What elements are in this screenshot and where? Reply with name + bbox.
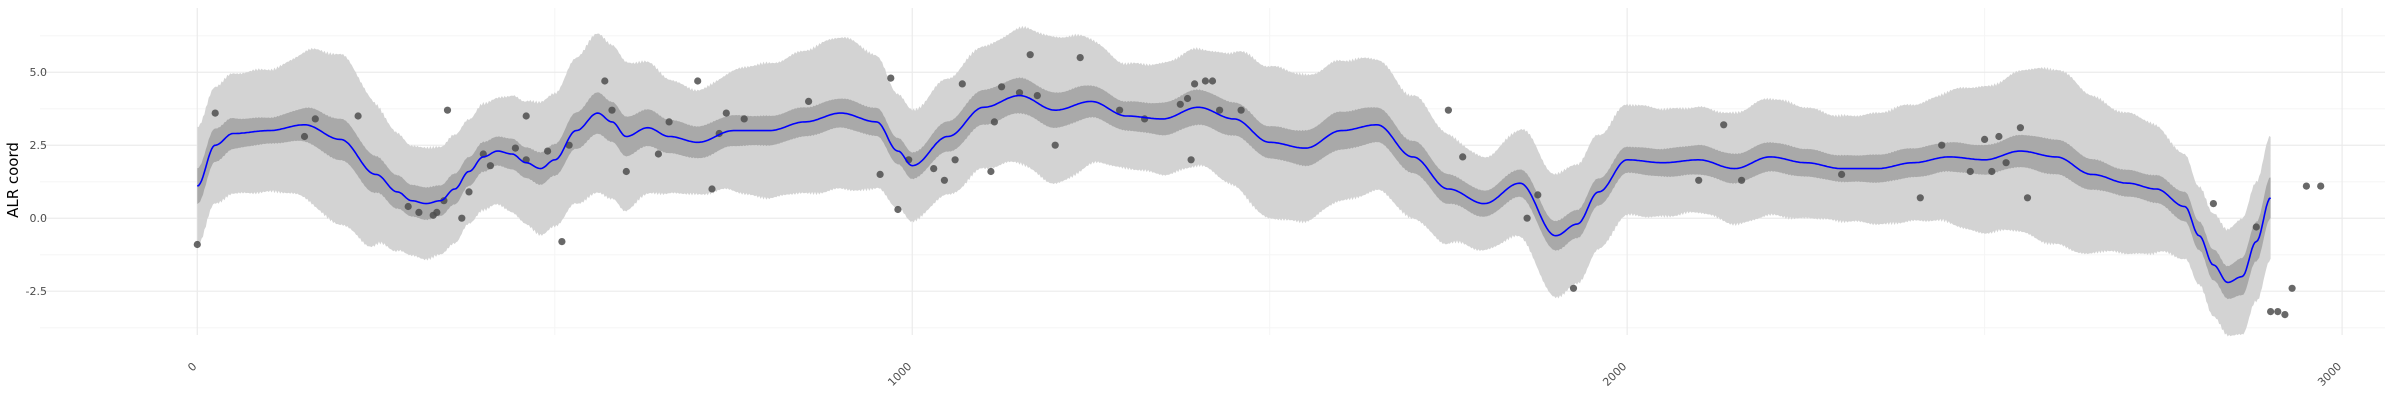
observation-point (1076, 54, 1084, 62)
observation-point (354, 112, 362, 120)
observation-point (479, 150, 487, 158)
observation-point (2281, 311, 2289, 319)
y-tick-label: 5.0 (30, 66, 48, 79)
observation-point (1720, 121, 1728, 129)
observation-point (2317, 182, 2325, 190)
observation-point (1938, 141, 1946, 149)
observation-point (2267, 308, 2275, 316)
observation-point (1033, 92, 1041, 100)
observation-point (987, 167, 995, 176)
observation-point (1695, 176, 1703, 184)
observation-point (1183, 94, 1192, 103)
x-tick-label: 1000 (885, 360, 914, 389)
observation-point (2288, 284, 2296, 292)
observation-point (654, 150, 663, 158)
observation-point (1237, 106, 1245, 114)
observation-point (1738, 176, 1746, 184)
smoothed-mean-line (196, 94, 2272, 284)
observation-point (1176, 100, 1184, 108)
y-tick-label: 2.5 (30, 139, 48, 152)
observation-point (565, 141, 573, 149)
observation-point (708, 185, 716, 193)
outer-confidence-band (197, 25, 2271, 337)
observation-point (193, 240, 201, 249)
observation-point (2209, 200, 2217, 208)
observation-point (1523, 214, 1531, 222)
x-tick-label: 3000 (2315, 360, 2344, 389)
observation-point (1534, 191, 1542, 199)
observation-point (1838, 170, 1846, 178)
observation-point (740, 115, 748, 123)
observation-point (1201, 77, 1209, 85)
observation-point (433, 208, 441, 216)
observation-point (2023, 194, 2032, 202)
observation-point (694, 77, 702, 85)
observation-point (1995, 132, 2003, 141)
observation-point (998, 83, 1006, 91)
observation-point (1216, 106, 1224, 114)
observation-point (1015, 89, 1024, 97)
observation-point (1187, 156, 1195, 164)
observation-point (940, 176, 949, 184)
observation-point (665, 118, 673, 126)
observation-point (415, 208, 423, 216)
observation-point (951, 156, 959, 164)
observation-point (2302, 182, 2310, 190)
observation-point (887, 74, 895, 82)
observation-point (2016, 124, 2024, 132)
observation-point (511, 144, 519, 152)
x-axis-tick-labels: 0 1000 2000 3000 (185, 360, 2344, 389)
observation-point (440, 197, 448, 205)
observation-point (622, 167, 630, 176)
observation-point (404, 202, 412, 211)
observation-point (1459, 153, 1467, 161)
y-axis-tick-labels: -2.5 0.0 2.5 5.0 (26, 66, 47, 298)
observation-point (1051, 141, 1059, 149)
observation-point (722, 109, 730, 117)
observation-point (930, 165, 938, 173)
observation-point (1444, 106, 1452, 114)
observation-point (608, 106, 616, 114)
observation-point (1191, 80, 1199, 88)
observation-point (2252, 223, 2260, 231)
observation-point (443, 106, 452, 114)
observation-point (2274, 308, 2282, 316)
observation-point (1966, 167, 1974, 176)
observation-point (544, 147, 552, 155)
observation-point (894, 205, 902, 214)
observation-point (311, 115, 319, 123)
observation-point (1916, 194, 1924, 202)
observation-point (465, 188, 473, 196)
observation-point (486, 162, 494, 170)
observation-point (300, 132, 309, 141)
observation-point (1981, 135, 1989, 143)
observation-point (1988, 167, 1996, 176)
y-tick-label: 0.0 (30, 212, 48, 225)
observation-point (601, 77, 609, 85)
observation-point (522, 112, 530, 120)
observation-point (1026, 51, 1034, 59)
observation-point (558, 238, 566, 246)
observation-points (193, 51, 2325, 319)
observation-point (2002, 159, 2010, 167)
observation-point (1208, 77, 1217, 85)
observation-point (211, 109, 219, 117)
observation-point (1569, 284, 1578, 292)
observation-point (990, 118, 999, 126)
x-tick-label: 0 (185, 360, 199, 374)
y-tick-label: -2.5 (26, 285, 47, 298)
inner-confidence-band (197, 77, 2271, 300)
observation-point (458, 214, 466, 222)
observation-point (876, 170, 884, 178)
observation-point (1116, 106, 1124, 114)
observation-point (958, 80, 966, 88)
y-axis-title: ALR coord (4, 142, 22, 218)
observation-point (805, 97, 813, 105)
x-tick-label: 2000 (1600, 360, 1629, 389)
